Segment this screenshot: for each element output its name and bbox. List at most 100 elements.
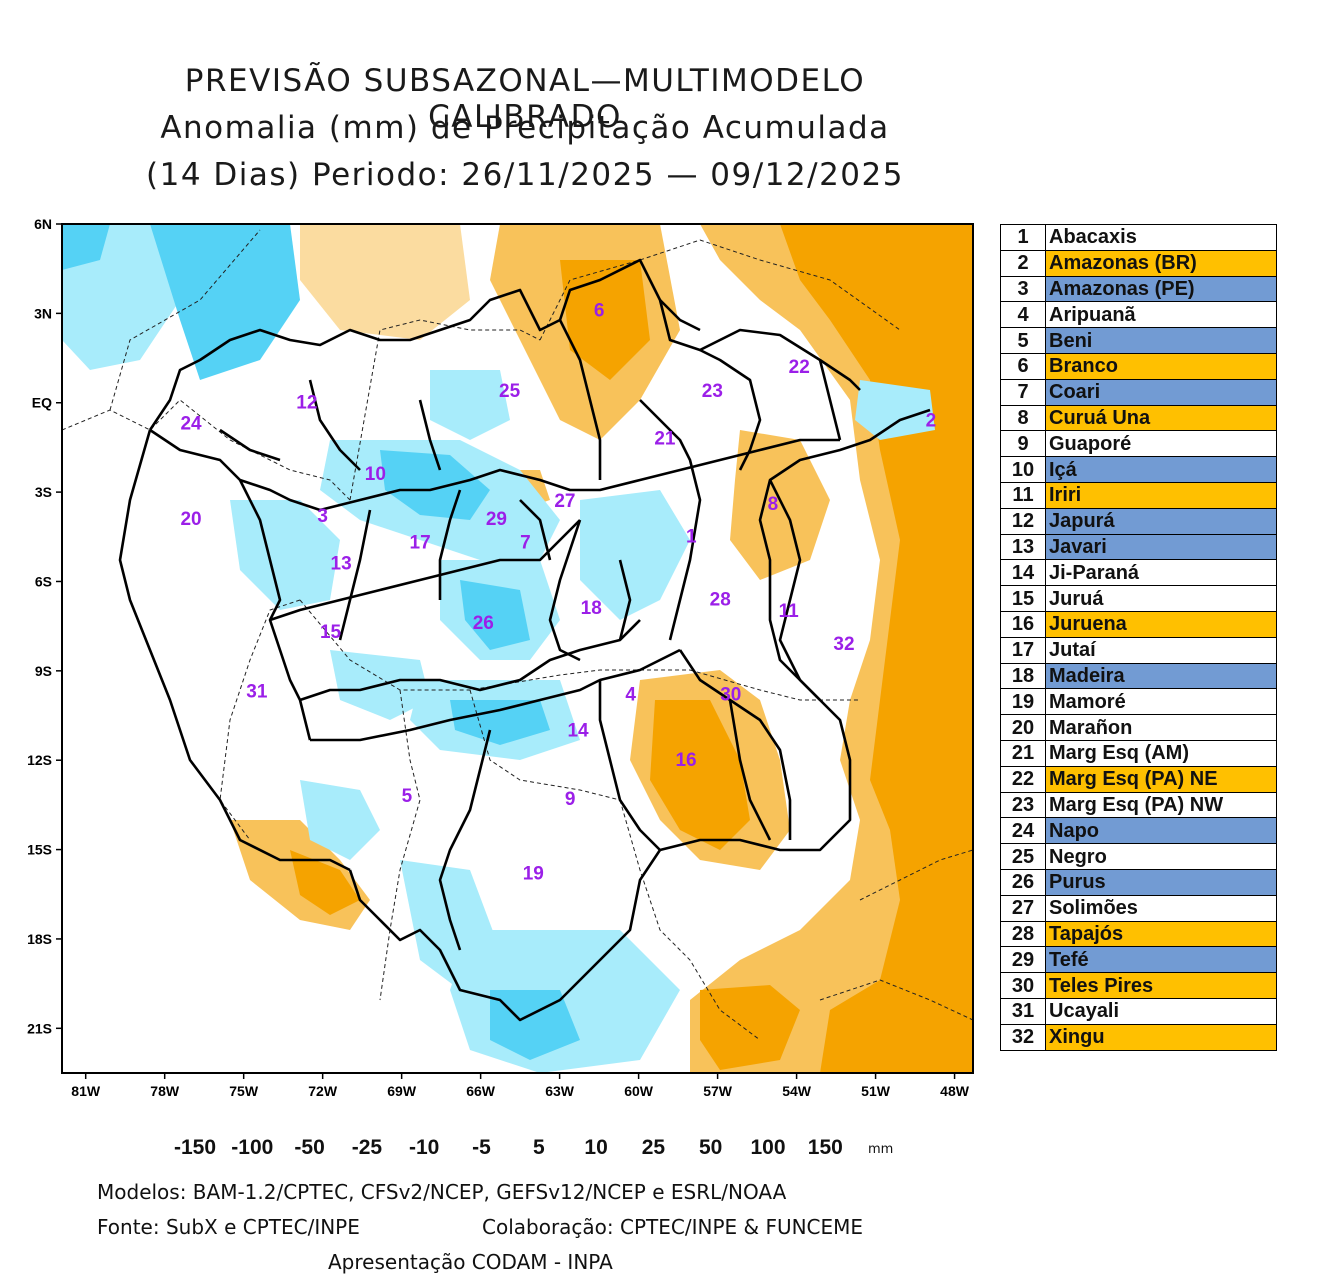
legend-row-basin-name: Abacaxis bbox=[1045, 224, 1277, 251]
legend-row-basin-name: Aripuanã bbox=[1045, 301, 1277, 329]
legend-row-number: 14 bbox=[1000, 559, 1046, 587]
basin-boundaries bbox=[118, 258, 931, 1022]
lat-tick-label: 3N bbox=[34, 305, 52, 321]
legend-row-basin-name: Purus bbox=[1045, 868, 1277, 896]
legend-row: 14 Ji-Paraná bbox=[1000, 559, 1277, 587]
legend-row-number: 27 bbox=[1000, 894, 1046, 922]
legend-row-basin-name: Amazonas (PE) bbox=[1045, 275, 1277, 303]
basin-label-30: 30 bbox=[720, 685, 741, 706]
lat-tick-label: 6N bbox=[34, 216, 52, 232]
basin-label-23: 23 bbox=[702, 381, 723, 402]
basin-labels: 1234567891011121314151617181920212223242… bbox=[180, 300, 936, 884]
legend-row-number: 3 bbox=[1000, 275, 1046, 303]
legend-row-number: 21 bbox=[1000, 739, 1046, 767]
legend-row: 21 Marg Esq (AM) bbox=[1000, 739, 1277, 767]
legend-row: 6 Branco bbox=[1000, 352, 1277, 380]
legend-row-basin-name: Napo bbox=[1045, 817, 1277, 845]
legend-row: 16 Juruena bbox=[1000, 610, 1277, 638]
basin-label-25: 25 bbox=[499, 381, 521, 402]
lat-tick-label: 15S bbox=[27, 842, 52, 858]
legend-row-basin-name: Curuá Una bbox=[1045, 404, 1277, 432]
lat-tick-label: 12S bbox=[27, 752, 52, 768]
legend-row-basin-name: Beni bbox=[1045, 327, 1277, 354]
legend-row-basin-name: Branco bbox=[1045, 352, 1277, 380]
legend-row: 4 Aripuanã bbox=[1000, 301, 1277, 329]
colorbar-tick-label: -5 bbox=[472, 1136, 491, 1159]
legend-row: 25 Negro bbox=[1000, 843, 1277, 870]
legend-row-basin-name: Jutaí bbox=[1045, 636, 1277, 664]
legend-row-basin-name: Coari bbox=[1045, 378, 1277, 406]
basin-label-19: 19 bbox=[523, 863, 544, 884]
legend-row-basin-name: Xingu bbox=[1045, 1023, 1277, 1051]
legend-row: 12 Japurá bbox=[1000, 507, 1277, 535]
legend-row-number: 1 bbox=[1000, 224, 1046, 251]
legend-row-number: 29 bbox=[1000, 946, 1046, 974]
colorbar-tick-label: -100 bbox=[231, 1136, 274, 1159]
legend-row-basin-name: Juruena bbox=[1045, 610, 1277, 638]
legend-row-basin-name: Solimões bbox=[1045, 894, 1277, 922]
colorbar-tick-label: -25 bbox=[351, 1136, 383, 1159]
basin-label-27: 27 bbox=[554, 491, 575, 512]
lon-tick-label: 63W bbox=[545, 1083, 575, 1099]
colorbar-tick-label: 100 bbox=[750, 1136, 786, 1159]
longitude-axis: 81W 78W 75W 72W 69W 66W 63W 60W 57W 54W 51W 48W bbox=[71, 1073, 970, 1099]
legend-row-number: 31 bbox=[1000, 997, 1046, 1025]
legend-row-number: 18 bbox=[1000, 662, 1046, 690]
basin-label-7: 7 bbox=[520, 533, 531, 554]
legend-row-basin-name: Ucayali bbox=[1045, 997, 1277, 1025]
legend-row: 8 Curuá Una bbox=[1000, 404, 1277, 432]
legend-row-number: 28 bbox=[1000, 920, 1046, 948]
footer-source: Fonte: SubX e CPTEC/INPE bbox=[97, 1215, 360, 1239]
lat-tick-label: 3S bbox=[35, 484, 52, 500]
legend-row: 9 Guaporé bbox=[1000, 430, 1277, 458]
basin-label-14: 14 bbox=[567, 720, 589, 741]
legend-row-basin-name: Ji-Paraná bbox=[1045, 559, 1277, 587]
basin-label-8: 8 bbox=[768, 494, 779, 515]
legend-row-number: 24 bbox=[1000, 817, 1046, 845]
legend-row: 17 Jutaí bbox=[1000, 636, 1277, 664]
colorbar-tick-label: 150 bbox=[807, 1136, 843, 1159]
basin-label-16: 16 bbox=[675, 750, 696, 771]
country-borders bbox=[62, 229, 973, 1041]
colorbar-tick-label: -150 bbox=[173, 1136, 217, 1159]
legend-row-number: 5 bbox=[1000, 327, 1046, 354]
legend-row-basin-name: Içá bbox=[1045, 456, 1277, 483]
legend-row-basin-name: Javari bbox=[1045, 533, 1277, 561]
footer-models: Modelos: BAM-1.2/CPTEC, CFSv2/NCEP, GEFS… bbox=[97, 1180, 787, 1204]
precipitation-anomaly-map: 6N 3N EQ 3S 6S 9S 12S 15S 18S 21S 81W 78W 75W 72W 69W… bbox=[27, 216, 974, 1099]
basin-label-20: 20 bbox=[180, 509, 201, 530]
legend-row: 11 Iriri bbox=[1000, 481, 1277, 509]
legend-row-number: 32 bbox=[1000, 1023, 1046, 1051]
legend-row-basin-name: Teles Pires bbox=[1045, 972, 1277, 999]
legend-row-basin-name: Marg Esq (PA) NW bbox=[1045, 791, 1277, 819]
basin-label-6: 6 bbox=[594, 300, 605, 321]
legend-row-number: 25 bbox=[1000, 843, 1046, 870]
legend-row-number: 9 bbox=[1000, 430, 1046, 458]
legend-row: 23 Marg Esq (PA) NW bbox=[1000, 791, 1277, 819]
lon-tick-label: 54W bbox=[782, 1083, 812, 1099]
legend-row: 3 Amazonas (PE) bbox=[1000, 275, 1277, 303]
latitude-axis: 6N 3N EQ 3S 6S 9S 12S 15S 18S 21S bbox=[27, 216, 62, 1036]
legend-row: 20 Marañon bbox=[1000, 714, 1277, 741]
legend-row: 32 Xingu bbox=[1000, 1023, 1277, 1051]
lon-tick-label: 66W bbox=[466, 1083, 496, 1099]
colorbar-tick-label: -50 bbox=[294, 1136, 325, 1159]
lon-tick-label: 51W bbox=[861, 1083, 891, 1099]
legend-row: 1 Abacaxis bbox=[1000, 224, 1277, 251]
title-line-1: PREVISÃO SUBSAZONAL—MULTIMODELO CALIBRAD… bbox=[184, 63, 866, 135]
legend-row-basin-name: Madeira bbox=[1045, 662, 1277, 690]
legend-row: 29 Tefé bbox=[1000, 946, 1277, 974]
lat-tick-label: 21S bbox=[27, 1020, 52, 1036]
lon-tick-label: 72W bbox=[308, 1083, 338, 1099]
basin-label-24: 24 bbox=[180, 414, 202, 435]
anomaly-field bbox=[62, 224, 973, 1073]
colorbar-tick-label: 10 bbox=[584, 1136, 608, 1159]
lon-tick-label: 75W bbox=[229, 1083, 259, 1099]
colorbar-tick-label: 50 bbox=[699, 1136, 723, 1159]
legend-row: 31 Ucayali bbox=[1000, 997, 1277, 1025]
legend-row-number: 30 bbox=[1000, 972, 1046, 999]
lon-tick-label: 78W bbox=[150, 1083, 180, 1099]
colorbar-tick-label: -10 bbox=[409, 1136, 440, 1159]
basin-legend-table: 1 Abacaxis 2 Amazonas (BR) 3 Amazonas (PE) 4 Ar… bbox=[1000, 224, 1277, 1051]
map-frame bbox=[61, 223, 974, 1074]
